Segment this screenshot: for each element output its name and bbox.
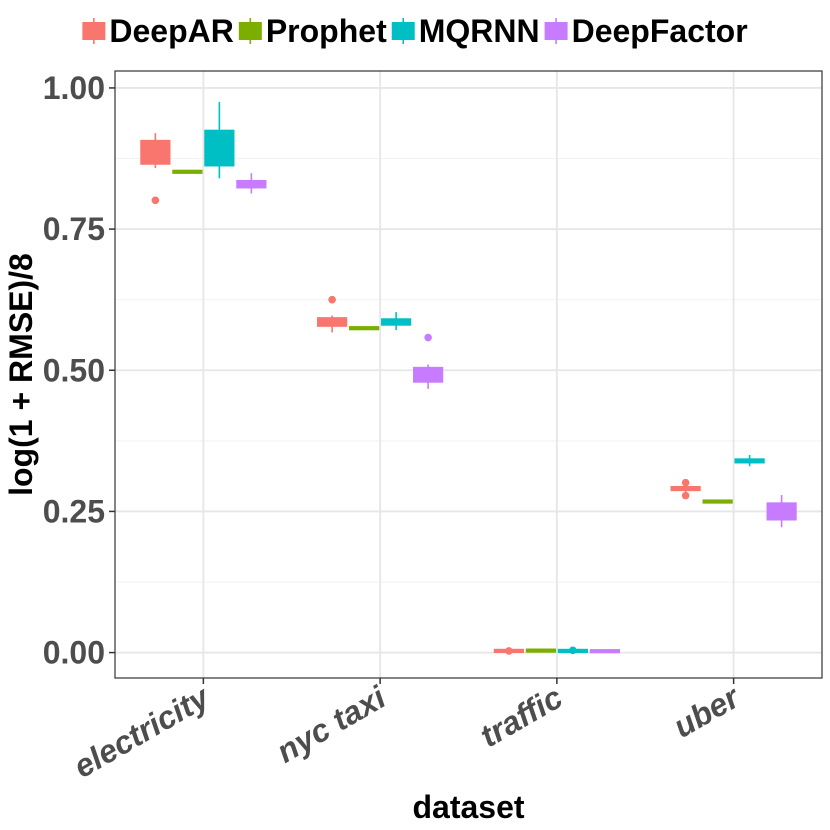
box-mqrnn-traffic bbox=[557, 646, 588, 655]
box-mqrnn-nyc-taxi bbox=[381, 312, 412, 331]
box-prophet-electricity bbox=[172, 169, 203, 174]
x-axis: electricity nyc taxi traffic uber bbox=[67, 678, 746, 785]
y-tick-label: 1.00 bbox=[43, 70, 105, 106]
y-tick-label: 0.75 bbox=[43, 211, 105, 247]
legend-label: DeepFactor bbox=[572, 13, 748, 49]
box-deepar-nyc-taxi bbox=[317, 295, 348, 333]
y-tick-label: 0.25 bbox=[43, 493, 105, 529]
legend-item-deepfactor: DeepFactor bbox=[544, 13, 748, 49]
y-tick-label: 0.00 bbox=[43, 635, 105, 671]
box-prophet-nyc-taxi bbox=[349, 326, 380, 331]
legend-item-mqrnn: MQRNN bbox=[391, 13, 540, 49]
legend-item-prophet: Prophet bbox=[238, 13, 387, 49]
box-deepfactor-electricity bbox=[236, 173, 267, 194]
outlier-point bbox=[151, 196, 160, 205]
x-axis-title: dataset bbox=[412, 789, 524, 825]
gridlines bbox=[115, 71, 822, 678]
outlier-point bbox=[681, 478, 690, 487]
outlier-point bbox=[569, 646, 577, 655]
plot-border bbox=[114, 70, 823, 679]
outlier-point bbox=[328, 295, 336, 304]
box-deepfactor-nyc-taxi bbox=[413, 333, 444, 389]
outlier-point bbox=[681, 491, 690, 500]
legend-label: DeepAR bbox=[109, 13, 233, 49]
y-axis: 0.00 0.25 0.50 0.75 1.00 bbox=[43, 70, 115, 671]
box-iqr bbox=[766, 502, 797, 521]
box-mqrnn-electricity bbox=[204, 102, 235, 179]
outlier-point bbox=[424, 333, 432, 342]
outlier-point bbox=[505, 647, 513, 655]
legend-label: MQRNN bbox=[419, 13, 540, 49]
legend: DeepAR Prophet MQRNN DeepFactor bbox=[82, 13, 748, 49]
box-iqr bbox=[204, 129, 235, 167]
box-iqr bbox=[413, 366, 444, 383]
x-tick-label: uber bbox=[667, 678, 746, 745]
box-mqrnn-uber bbox=[734, 454, 765, 467]
box-deepar-electricity bbox=[140, 133, 171, 205]
box-deepar-traffic bbox=[493, 647, 524, 655]
legend-label: Prophet bbox=[266, 13, 387, 49]
x-tick-label: nyc taxi bbox=[270, 678, 392, 769]
x-tick-label: traffic bbox=[474, 679, 569, 754]
x-tick-label: electricity bbox=[67, 678, 216, 785]
y-axis-title: log(1 + RMSE)/8 bbox=[3, 253, 39, 496]
plot-panel bbox=[115, 71, 822, 678]
box-deepfactor-uber bbox=[766, 495, 797, 528]
box-prophet-traffic bbox=[525, 648, 556, 653]
box-deepfactor-traffic bbox=[589, 649, 620, 654]
legend-item-deepar: DeepAR bbox=[82, 13, 234, 49]
box-deepar-uber bbox=[670, 478, 701, 500]
box-iqr bbox=[140, 139, 171, 165]
box-prophet-uber bbox=[702, 499, 733, 504]
y-tick-label: 0.50 bbox=[43, 352, 105, 388]
boxes bbox=[140, 102, 797, 655]
